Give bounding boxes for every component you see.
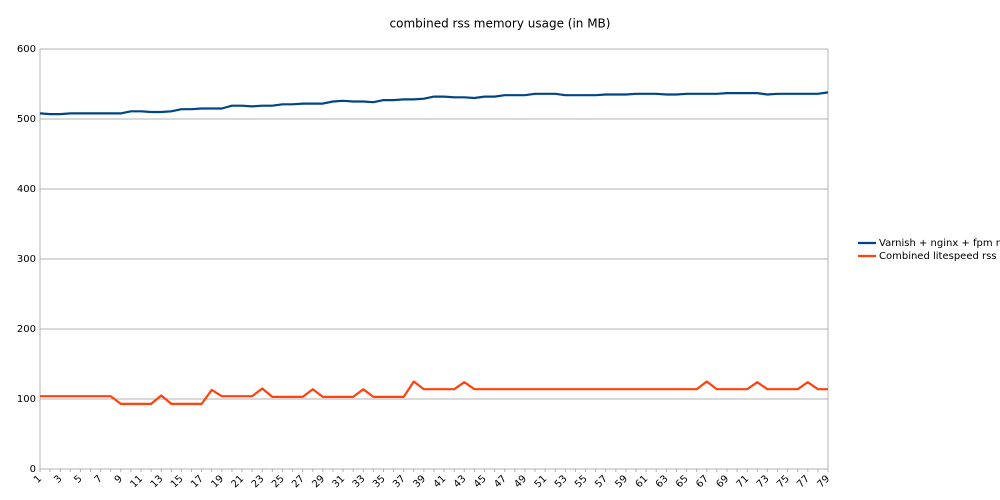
y-tick-label: 0	[30, 464, 36, 475]
y-tick-label: 500	[17, 114, 36, 125]
series-line	[39, 91, 829, 116]
chart-title: combined rss memory usage (in MB)	[390, 17, 611, 31]
y-tick-label: 100	[17, 394, 36, 405]
legend-label: Varnish + nginx + fpm rss	[879, 238, 1000, 249]
y-tick-label: 200	[17, 324, 36, 335]
y-tick-label: 300	[17, 254, 36, 265]
legend-label: Combined litespeed rss	[879, 251, 997, 262]
y-tick-label: 600	[17, 44, 36, 55]
y-tick-label: 400	[17, 184, 36, 195]
series-line	[40, 380, 828, 405]
